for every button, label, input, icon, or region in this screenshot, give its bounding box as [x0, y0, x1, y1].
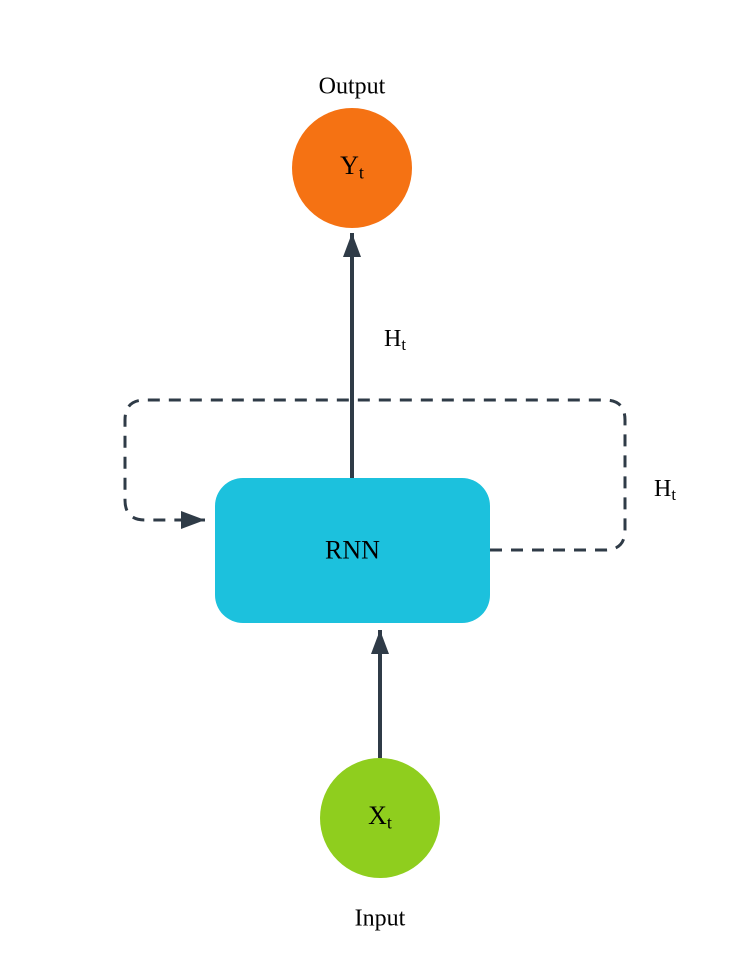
rnn-diagram: HtHtYtOutputRNNXtInput	[0, 0, 751, 967]
svg-text:Ht: Ht	[654, 476, 676, 504]
svg-text:Input: Input	[355, 906, 406, 932]
svg-text:RNN: RNN	[325, 535, 380, 564]
svg-text:Ht: Ht	[384, 326, 406, 354]
svg-text:Output: Output	[319, 74, 386, 100]
